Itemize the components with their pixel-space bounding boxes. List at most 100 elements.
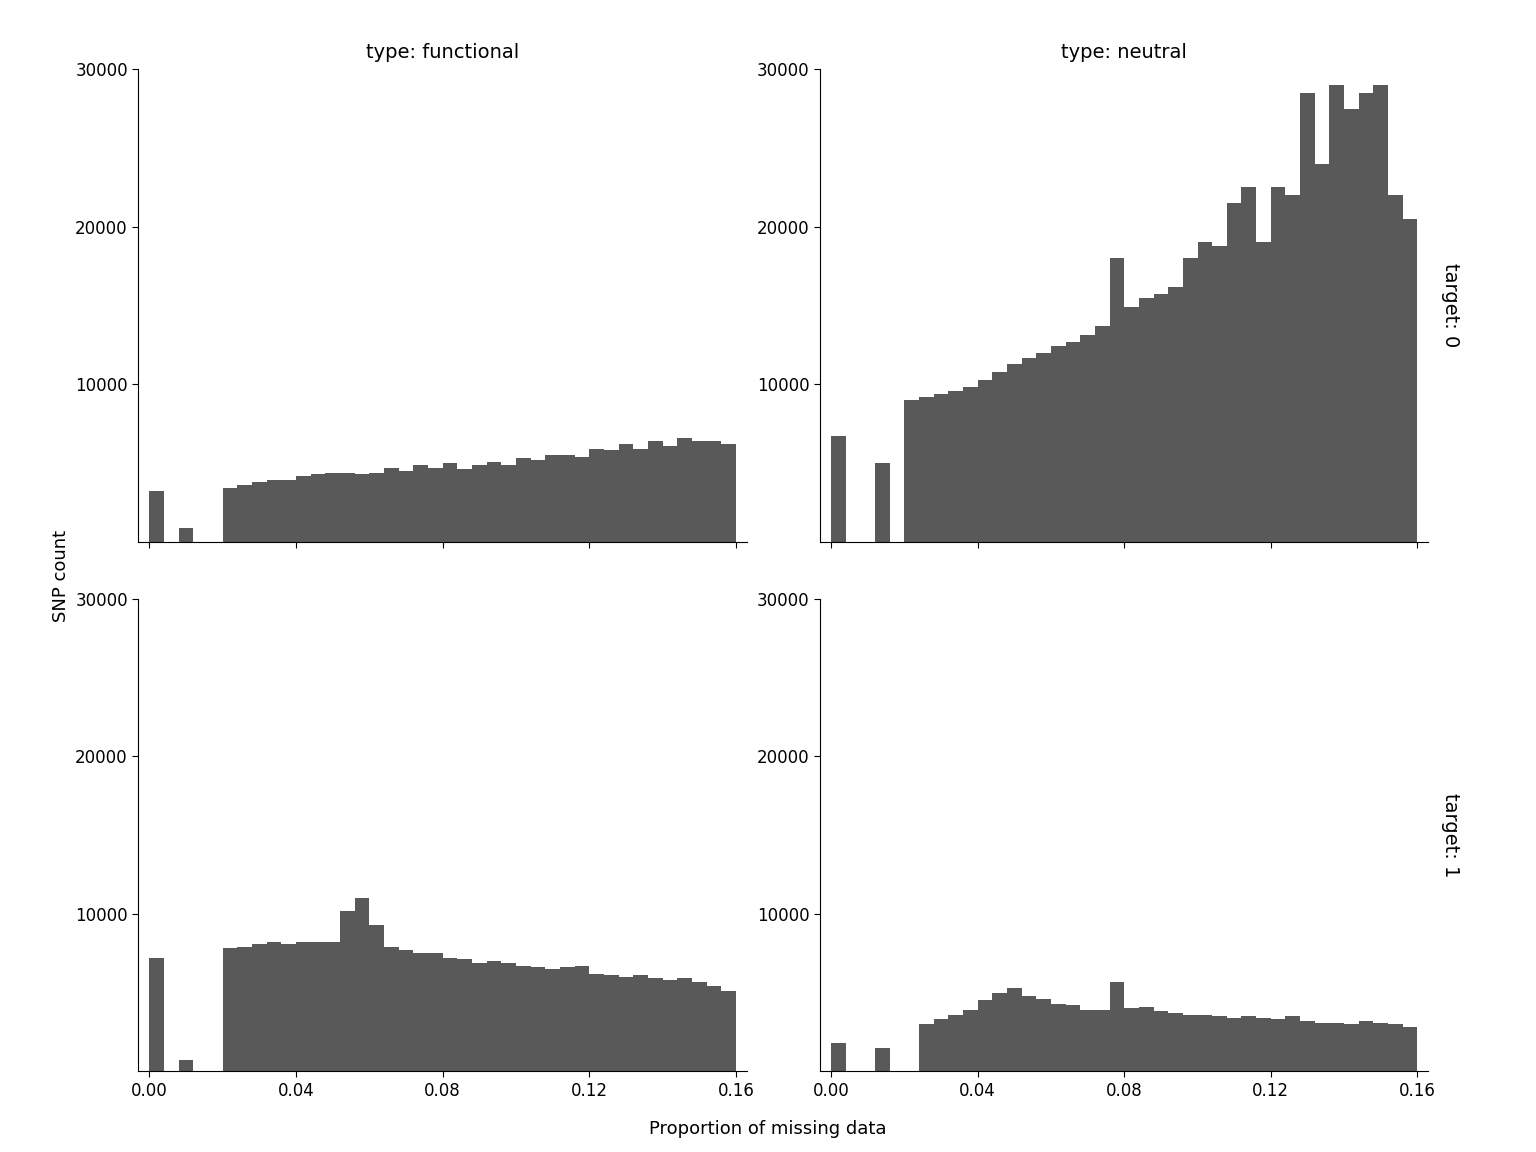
Text: Proportion of missing data: Proportion of missing data [650,1120,886,1138]
Bar [1021,357,1037,541]
Bar [1080,1010,1095,1071]
Bar [1270,188,1286,541]
Bar [662,980,677,1071]
Bar [934,394,948,541]
Bar [977,1000,992,1071]
Bar [472,963,487,1071]
Bar [1402,1028,1418,1071]
Bar [487,961,501,1071]
Bar [1095,326,1109,541]
Bar [1138,297,1154,541]
Bar [1198,1015,1212,1071]
Bar [948,1015,963,1071]
Bar [429,468,442,541]
Bar [619,445,633,541]
Bar [648,978,662,1071]
Bar [296,942,310,1071]
Bar [1037,999,1051,1071]
Bar [326,942,339,1071]
Bar [487,462,501,541]
Bar [1095,1010,1109,1071]
Bar [1299,1021,1315,1071]
Bar [1066,342,1080,541]
Bar [934,1020,948,1071]
Bar [963,387,977,541]
Bar [691,441,707,541]
Bar [1315,164,1330,541]
Bar [963,1010,977,1071]
Bar [1051,347,1066,541]
Bar [355,475,369,541]
Bar [326,472,339,541]
Bar [707,441,722,541]
Bar [1359,93,1373,541]
Bar [977,379,992,541]
Bar [1051,1003,1066,1071]
Bar [1241,188,1256,541]
Bar [296,476,310,541]
Bar [633,976,648,1071]
Bar [559,455,574,541]
Bar [310,475,326,541]
Bar [1021,995,1037,1071]
Bar [590,973,604,1071]
Bar [1037,353,1051,541]
Bar [1330,85,1344,541]
Bar [1286,195,1299,541]
Bar [223,948,237,1071]
Bar [590,449,604,541]
Bar [1373,1023,1389,1071]
Bar [1256,1017,1270,1071]
Bar [237,947,252,1071]
Bar [1227,203,1241,541]
Bar [1389,1024,1402,1071]
Bar [398,950,413,1071]
Bar [413,464,429,541]
Bar [442,463,458,541]
Bar [677,438,691,541]
Bar [178,528,194,541]
Bar [281,943,296,1071]
Bar [992,372,1008,541]
Bar [662,446,677,541]
Bar [1198,242,1212,541]
Bar [1154,1011,1169,1071]
Bar [339,472,355,541]
Bar [384,468,398,541]
Bar [574,457,590,541]
Bar [1008,987,1021,1071]
Bar [369,925,384,1071]
Bar [442,958,458,1071]
Bar [398,471,413,541]
Bar [252,482,267,541]
Bar [310,942,326,1071]
Bar [355,899,369,1071]
Bar [1183,258,1198,541]
Bar [1330,1023,1344,1071]
Bar [604,976,619,1071]
Bar [267,480,281,541]
Bar [1315,1023,1330,1071]
Bar [677,978,691,1071]
Bar [1138,1007,1154,1071]
Bar [1256,242,1270,541]
Bar [413,953,429,1071]
Bar [722,991,736,1071]
Bar [237,485,252,541]
Text: target: 1: target: 1 [1441,793,1459,877]
Bar [1124,1008,1138,1071]
Bar [1124,308,1138,541]
Bar [223,488,237,541]
Bar [831,437,845,541]
Bar [429,953,442,1071]
Bar [992,993,1008,1071]
Bar [545,969,559,1071]
Bar [1359,1021,1373,1071]
Bar [1299,93,1315,541]
Bar [619,977,633,1071]
Bar [1389,195,1402,541]
Bar [574,965,590,1071]
Bar [369,472,384,541]
Bar [501,464,516,541]
Bar [648,441,662,541]
